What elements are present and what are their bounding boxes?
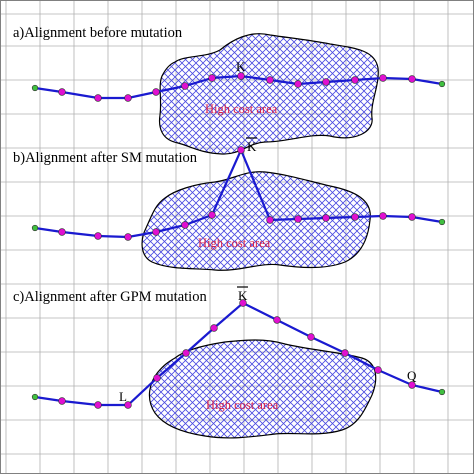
end-point-a-0 xyxy=(31,84,39,92)
intermediate-point-b-12 xyxy=(379,212,387,220)
intermediate-point-b-2 xyxy=(94,232,102,240)
intermediate-point-a-3 xyxy=(124,94,132,102)
intermediate-point-c-11 xyxy=(374,366,382,374)
intermediate-point-a-12 xyxy=(379,74,387,82)
intermediate-point-c-8 xyxy=(273,316,281,324)
intermediate-point-b-7 xyxy=(237,146,245,154)
intermediate-point-b-3 xyxy=(124,233,132,241)
intermediate-point-b-4 xyxy=(152,228,160,236)
intermediate-point-c-12 xyxy=(408,381,416,389)
intermediate-point-c-4 xyxy=(153,374,161,382)
intermediate-point-b-13 xyxy=(408,213,416,221)
end-point-b-14 xyxy=(438,218,446,226)
intermediate-point-a-10 xyxy=(322,78,330,86)
panel-title-c: c)Alignment after GPM mutation xyxy=(13,289,207,305)
intermediate-point-c-9 xyxy=(307,333,315,341)
intermediate-point-c-3 xyxy=(124,401,132,409)
intermediate-point-b-6 xyxy=(208,211,216,219)
alignment-points xyxy=(31,72,446,409)
intermediate-point-a-2 xyxy=(94,94,102,102)
intermediate-point-a-11 xyxy=(351,76,359,84)
intermediate-point-b-5 xyxy=(181,221,189,229)
high-cost-area-a xyxy=(158,33,379,155)
intermediate-point-c-1 xyxy=(58,397,66,405)
intermediate-point-c-2 xyxy=(94,401,102,409)
high-cost-area-b xyxy=(141,171,371,271)
intermediate-point-a-13 xyxy=(408,75,416,83)
intermediate-point-c-5 xyxy=(182,349,190,357)
intermediate-point-c-6 xyxy=(210,324,218,332)
intermediate-point-b-1 xyxy=(58,228,66,236)
intermediate-point-c-10 xyxy=(341,349,349,357)
intermediate-point-b-8 xyxy=(266,216,274,224)
end-point-c-0 xyxy=(31,393,39,401)
intermediate-point-a-7 xyxy=(237,72,245,80)
point-label-k-c: K xyxy=(238,288,248,303)
area-label-c: High cost area xyxy=(206,398,279,412)
point-label-k-b: K xyxy=(247,139,257,154)
intermediate-point-a-6 xyxy=(208,74,216,82)
intermediate-point-b-9 xyxy=(294,215,302,223)
area-label-a: High cost area xyxy=(205,102,278,116)
intermediate-point-a-8 xyxy=(266,76,274,84)
intermediate-point-a-9 xyxy=(294,80,302,88)
intermediate-point-a-5 xyxy=(181,82,189,90)
point-label-l: L xyxy=(119,389,127,404)
intermediate-point-a-4 xyxy=(152,88,160,96)
end-point-a-14 xyxy=(438,80,446,88)
intermediate-point-c-7 xyxy=(239,299,247,307)
end-point-c-13 xyxy=(438,388,446,396)
point-label-q: Q xyxy=(407,368,417,383)
alignment-line-c xyxy=(34,301,443,407)
area-label-b: High cost area xyxy=(198,236,271,250)
intermediate-point-a-1 xyxy=(58,88,66,96)
panel-title-b: b)Alignment after SM mutation xyxy=(13,150,198,166)
intermediate-point-b-10 xyxy=(322,214,330,222)
panel-title-a: a)Alignment before mutation xyxy=(13,25,183,41)
intermediate-point-b-11 xyxy=(351,213,359,221)
point-label-k-a: K xyxy=(236,59,246,74)
end-point-b-0 xyxy=(31,224,39,232)
high-cost-area-c xyxy=(148,339,377,439)
